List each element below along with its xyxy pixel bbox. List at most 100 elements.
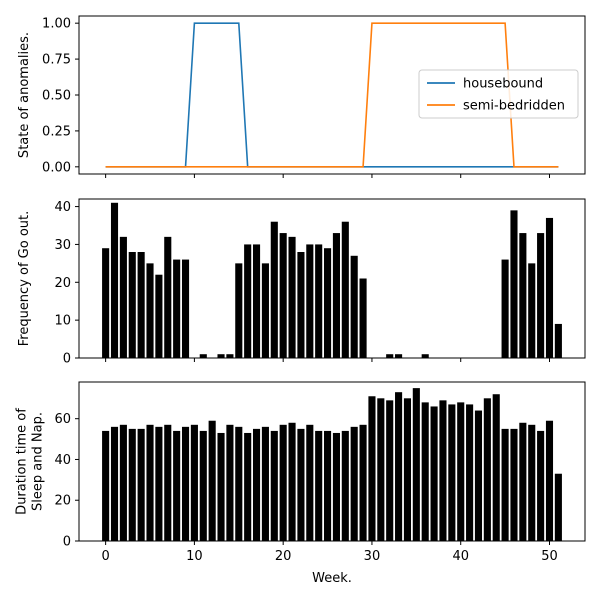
bar — [395, 392, 403, 541]
plot-frame — [78, 381, 586, 542]
y-tick-label: 0.00 — [42, 160, 71, 175]
bar — [306, 244, 314, 358]
y-axis-label: Frequency of Go out. — [17, 211, 32, 347]
bar — [306, 424, 314, 541]
y-tick-label: 20 — [54, 276, 71, 291]
bar — [386, 354, 394, 358]
bar — [199, 354, 207, 358]
bar — [545, 420, 554, 541]
bar — [102, 430, 110, 541]
bar — [474, 410, 483, 541]
bar — [137, 428, 145, 541]
y-tick-label: 0.25 — [42, 124, 71, 139]
bar — [155, 274, 163, 358]
y-axis-label: State of anomalies. — [17, 32, 32, 158]
bar — [102, 248, 110, 358]
bar — [537, 430, 545, 541]
bar — [297, 252, 305, 358]
bar — [403, 398, 412, 541]
y-axis-label-line: Duration time of — [15, 408, 30, 515]
bar — [554, 473, 562, 541]
bar — [341, 221, 349, 358]
bar — [110, 202, 119, 358]
bar — [261, 263, 269, 358]
bar — [146, 424, 154, 541]
bar — [519, 233, 527, 358]
bar — [421, 354, 429, 358]
bar — [288, 236, 296, 358]
bar — [226, 424, 234, 541]
bar — [235, 263, 243, 358]
y-tick-label: 20 — [54, 494, 71, 509]
bar — [554, 323, 562, 358]
bar — [510, 428, 518, 541]
y-tick-label: 0 — [63, 535, 71, 550]
bar — [324, 430, 332, 541]
bar — [226, 354, 234, 358]
x-axis-label: Week. — [312, 571, 352, 586]
bar — [430, 406, 438, 541]
bar — [332, 432, 340, 541]
bar — [377, 398, 385, 541]
bar — [244, 432, 252, 541]
y-tick-label: 40 — [54, 200, 71, 215]
bar — [270, 221, 278, 358]
bar — [359, 278, 367, 358]
bar — [341, 430, 349, 541]
bar — [324, 248, 332, 358]
bar — [421, 402, 429, 541]
bar — [279, 424, 287, 541]
bar — [173, 430, 181, 541]
bar — [528, 263, 536, 358]
bar — [173, 259, 181, 358]
panel-1: 0.00 0.25 0.50 0.75 1.00 State of anomalies. h… — [17, 15, 586, 178]
y-tick-label: 0 — [63, 352, 71, 367]
bar — [217, 354, 225, 358]
bar — [368, 396, 376, 541]
bar — [261, 426, 269, 541]
bar — [181, 259, 190, 358]
panel-2: 0 10 20 30 40 Frequency of Go out. — [17, 198, 586, 367]
bar — [164, 424, 172, 541]
y-tick-label: 60 — [54, 412, 71, 427]
bar — [119, 424, 127, 541]
bar — [350, 255, 358, 358]
bar — [270, 430, 278, 541]
legend-label-housebound: housebound — [463, 77, 543, 92]
y-tick-label: 10 — [54, 314, 71, 329]
y-axis-label: Duration time ofSleep and Nap. — [15, 408, 46, 515]
y-tick-label: 30 — [54, 238, 71, 253]
bar — [181, 426, 190, 541]
bar — [395, 354, 403, 358]
legend-frame — [418, 69, 579, 119]
x-tick-label: 0 — [101, 549, 109, 564]
x-tick-label: 30 — [364, 549, 381, 564]
bar — [288, 422, 296, 541]
y-tick-label: 0.75 — [42, 53, 71, 68]
y-axis-label-line: Sleep and Nap. — [30, 412, 45, 511]
series-line-semi-bedridden — [105, 22, 559, 168]
bar — [528, 424, 536, 541]
bar — [466, 404, 474, 541]
bar — [315, 244, 323, 358]
bar — [483, 398, 491, 541]
bar — [297, 428, 305, 541]
bar — [537, 233, 545, 358]
bar — [350, 426, 358, 541]
bar — [448, 404, 456, 541]
bar — [359, 424, 367, 541]
bar — [235, 426, 243, 541]
bar — [217, 432, 225, 541]
x-tick-label: 10 — [186, 549, 203, 564]
bar — [501, 259, 509, 358]
plot-frame — [78, 198, 586, 359]
legend-label-semi-bedridden: semi-bedridden — [463, 99, 565, 114]
bar — [110, 426, 119, 541]
bar — [137, 252, 145, 358]
bar — [146, 263, 154, 358]
bar — [199, 430, 207, 541]
panel-3: 0 20 40 60 0 10 20 30 40 50 Duration time ofSleep … — [15, 381, 586, 586]
bar — [208, 420, 216, 541]
bar — [128, 428, 136, 541]
